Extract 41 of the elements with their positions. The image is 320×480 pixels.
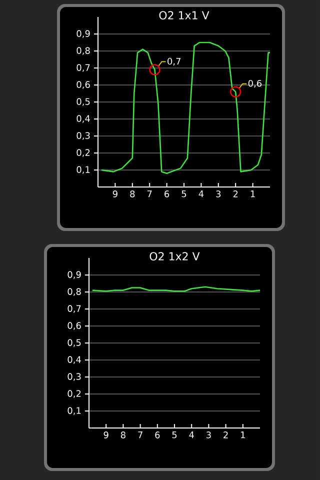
annotation: 0,7 bbox=[168, 58, 180, 66]
x-tick-label: 1 bbox=[250, 190, 255, 198]
x-tick-label: 2 bbox=[224, 432, 228, 438]
x-tick-label: 7 bbox=[138, 432, 142, 438]
x-tick-label: 4 bbox=[198, 190, 204, 198]
x-tick-label: 8 bbox=[120, 432, 126, 438]
y-tick-label: 0,9 bbox=[76, 30, 90, 38]
x-tick-label: 9 bbox=[112, 190, 118, 198]
x-tick-label: 4 bbox=[189, 432, 194, 438]
y-tick-label: 0,7 bbox=[76, 64, 90, 72]
x-tick-label: 8 bbox=[130, 190, 135, 198]
x-tick-label: 9 bbox=[104, 432, 108, 438]
x-tick-label: 6 bbox=[164, 190, 170, 198]
y-tick-label: 0,2 bbox=[76, 149, 90, 157]
y-tick-label: 0,6 bbox=[68, 322, 81, 330]
x-tick-label: 3 bbox=[206, 432, 211, 438]
x-tick-label: 1 bbox=[241, 432, 245, 438]
y-tick-label: 0,1 bbox=[76, 166, 90, 174]
line-series bbox=[100, 42, 271, 174]
x-tick-label: 5 bbox=[172, 432, 177, 438]
x-tick-label: 3 bbox=[216, 190, 221, 198]
x-tick-label: 2 bbox=[233, 190, 238, 198]
y-tick-label: 0,3 bbox=[68, 373, 81, 381]
y-tick-label: 0,6 bbox=[76, 81, 90, 89]
x-tick-label: 7 bbox=[147, 190, 152, 198]
y-tick-label: 0,9 bbox=[68, 271, 81, 279]
y-tick-label: 0,1 bbox=[68, 407, 81, 415]
y-tick-label: 0,7 bbox=[68, 305, 81, 313]
y-tick-label: 0,5 bbox=[68, 339, 81, 347]
y-tick-label: 0,4 bbox=[76, 115, 90, 123]
chart-title: O2 1x2 V bbox=[150, 252, 200, 260]
y-tick-label: 0,8 bbox=[76, 47, 90, 55]
x-tick-label: 5 bbox=[182, 190, 186, 198]
annotation: 0,6 bbox=[248, 80, 262, 88]
x-tick-label: 6 bbox=[155, 432, 160, 438]
y-tick-label: 0,4 bbox=[68, 356, 81, 364]
y-tick-label: 0,2 bbox=[68, 390, 81, 398]
chart-title: O2 1x1 V bbox=[159, 11, 210, 20]
y-tick-label: 0,8 bbox=[68, 288, 81, 296]
y-tick-label: 0,5 bbox=[76, 98, 90, 106]
y-tick-label: 0,3 bbox=[76, 132, 90, 140]
